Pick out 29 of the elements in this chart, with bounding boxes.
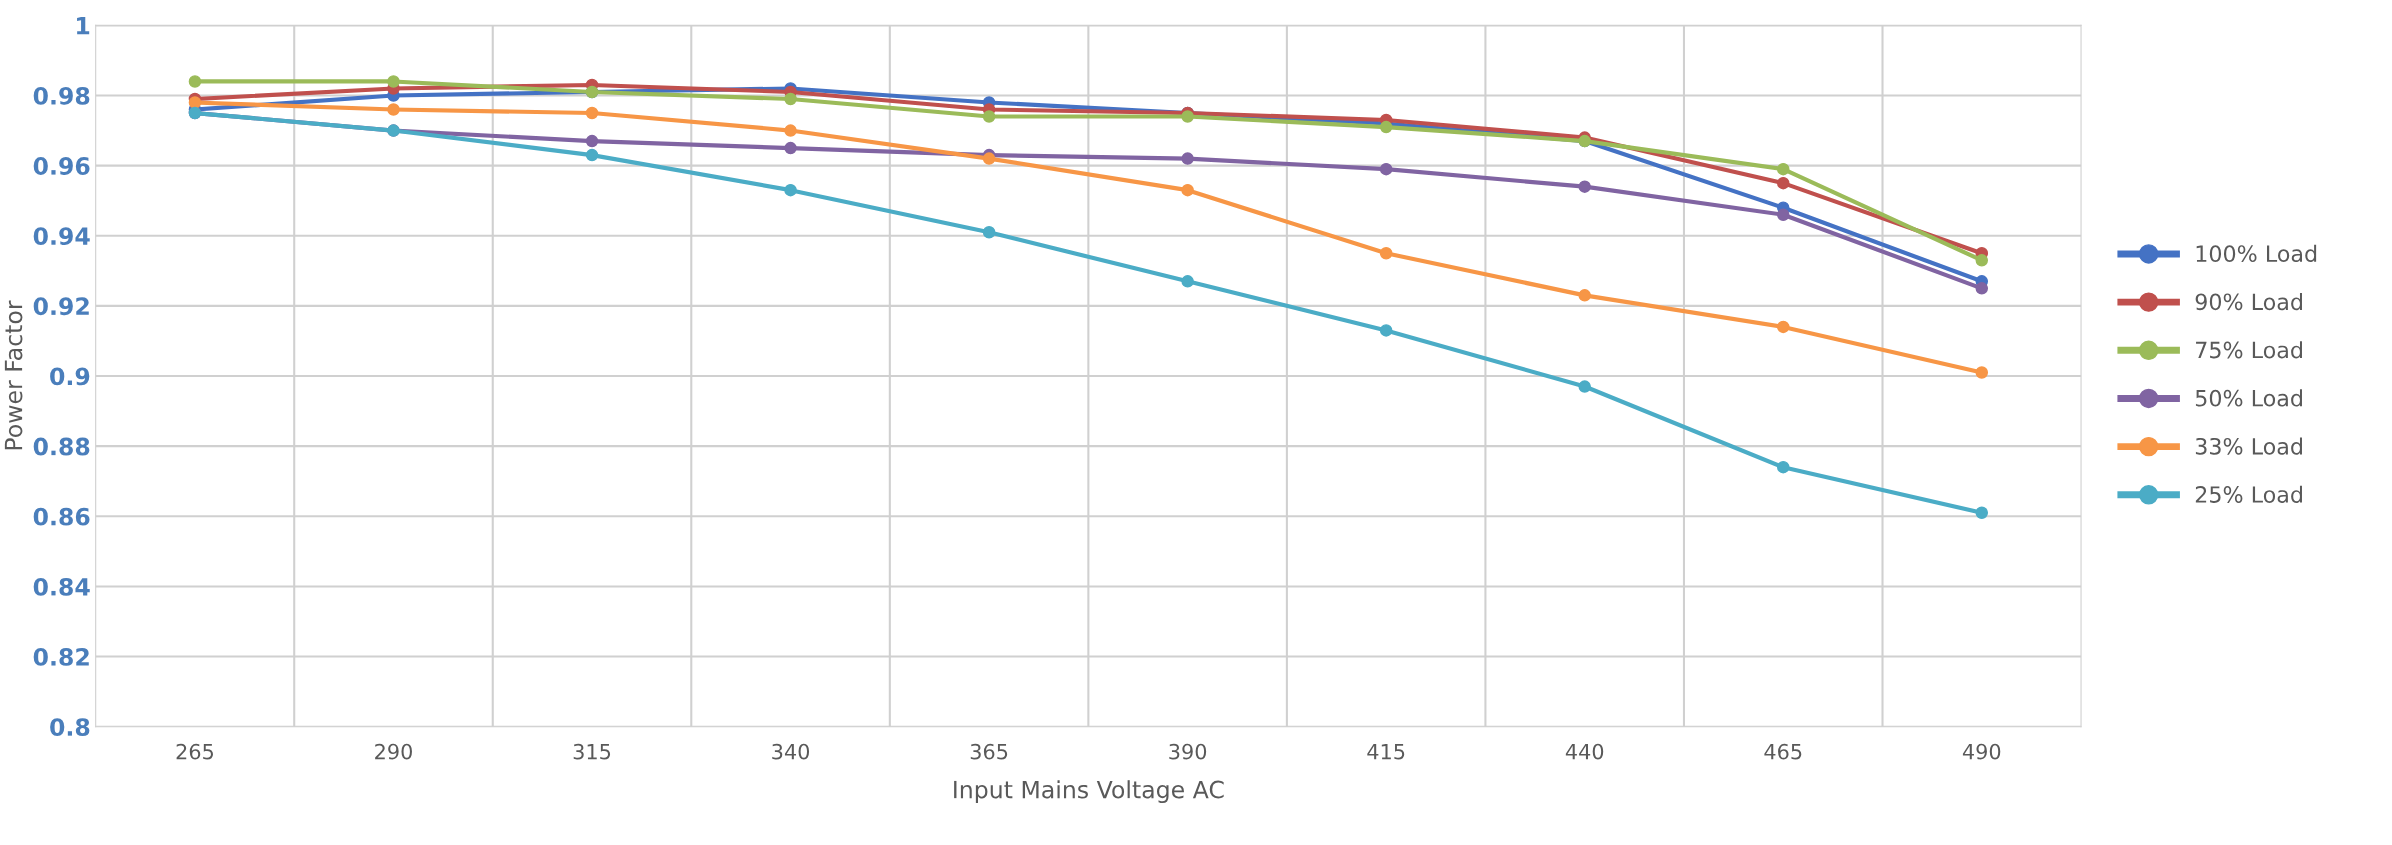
x-tick-label: 315 bbox=[573, 743, 611, 760]
y-tick-label: 1 bbox=[77, 17, 90, 35]
legend-label: 90% Load bbox=[2195, 293, 2302, 311]
y-tick-label: 0.98 bbox=[33, 86, 90, 105]
y-tick-label: 0.92 bbox=[33, 297, 89, 316]
y-tick-label: 0.82 bbox=[33, 648, 89, 666]
x-tick-label: 415 bbox=[1367, 744, 1405, 760]
x-tick-label: 290 bbox=[375, 743, 412, 760]
x-tick-label: 440 bbox=[1565, 743, 1604, 760]
legend-label: 25% Load bbox=[2195, 485, 2302, 503]
x-tick-label: 490 bbox=[1962, 743, 2001, 760]
x-axis-title: Input Mains Voltage AC bbox=[954, 780, 1224, 804]
y-tick-label: 0.88 bbox=[33, 437, 90, 456]
x-tick-label: 465 bbox=[1764, 743, 1802, 760]
legend-label: 100% Load bbox=[2196, 244, 2317, 263]
y-tick-label: 0.9 bbox=[50, 367, 90, 386]
x-tick-label: 340 bbox=[772, 743, 810, 760]
x-tick-label: 365 bbox=[970, 743, 1008, 760]
legend-label: 33% Load bbox=[2195, 437, 2302, 455]
legend-label: 50% Load bbox=[2195, 389, 2302, 407]
x-tick-label: 265 bbox=[176, 743, 214, 760]
legend-label: 75% Load bbox=[2196, 341, 2302, 359]
y-tick-label: 0.96 bbox=[33, 157, 90, 175]
y-tick-label: 0.8 bbox=[50, 718, 90, 737]
x-tick-label: 390 bbox=[1169, 743, 1207, 760]
y-axis-title: Power Factor bbox=[4, 300, 23, 450]
y-tick-label: 0.86 bbox=[33, 507, 90, 526]
y-tick-label: 0.94 bbox=[33, 227, 90, 246]
y-tick-label: 0.84 bbox=[33, 577, 90, 596]
